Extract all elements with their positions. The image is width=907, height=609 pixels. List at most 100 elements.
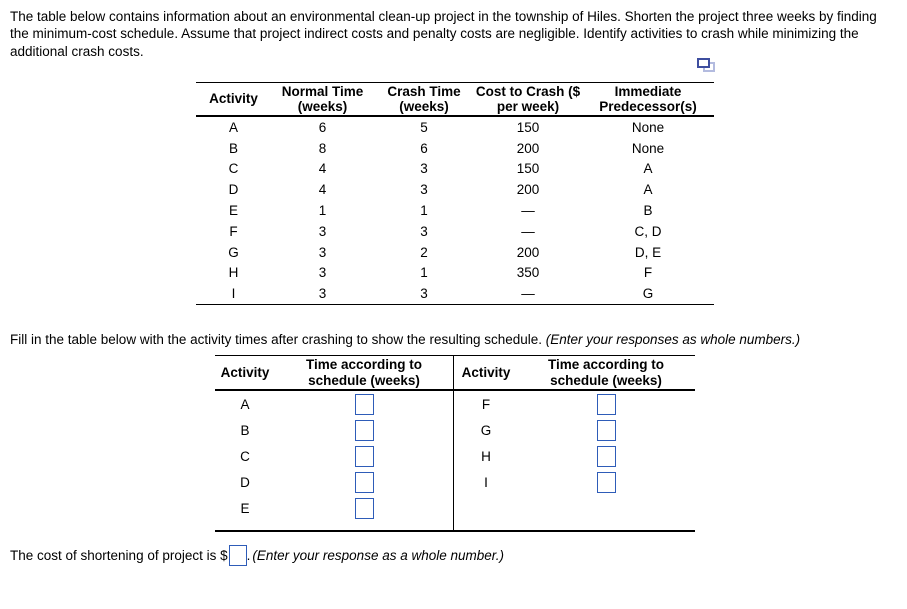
cell-crash-time: 1 xyxy=(420,203,428,219)
fill-instruction: Fill in the table below with the activit… xyxy=(10,331,899,348)
cell-cost: — xyxy=(521,223,535,239)
schedule-left-header-row: Activity Time according to schedule (wee… xyxy=(215,356,453,391)
cost-line-note: (Enter your response as a whole number.) xyxy=(252,548,505,563)
time-input-activity-e[interactable] xyxy=(354,497,374,519)
crash-data-table: Activity Normal Time (weeks) Crash Time … xyxy=(196,82,714,306)
table-row: B 8 6 200 None xyxy=(196,138,714,159)
cell-activity: H xyxy=(228,265,239,281)
table-row: A 6 5 150 None xyxy=(196,117,714,138)
cell-cost: 150 xyxy=(516,161,540,177)
cell-cost: 200 xyxy=(516,140,540,156)
table-row: B xyxy=(215,417,453,443)
cell-cost: — xyxy=(521,203,535,219)
schedule-right-header-row: Activity Time according to schedule (wee… xyxy=(454,356,695,391)
cell-predecessor: None xyxy=(631,119,665,135)
cell-activity: E xyxy=(240,500,250,516)
fill-instruction-text: Fill in the table below with the activit… xyxy=(10,332,546,347)
cell-normal-time: 3 xyxy=(318,223,327,239)
cell-crash-time: 3 xyxy=(420,161,428,177)
header-time-according-to-schedule: Time according to schedule (weeks) xyxy=(547,357,665,388)
cell-normal-time: 3 xyxy=(318,286,327,302)
cell-activity: A xyxy=(228,119,238,135)
cell-activity: D xyxy=(228,182,239,198)
cell-activity: F xyxy=(229,223,238,239)
cell-normal-time: 6 xyxy=(318,119,327,135)
cell-crash-time: 3 xyxy=(420,286,428,302)
table-row: H 3 1 350 F xyxy=(196,263,714,284)
cell-predecessor: F xyxy=(643,265,653,281)
schedule-table-left: Activity Time according to schedule (wee… xyxy=(215,356,453,530)
table-row: I xyxy=(454,469,695,495)
cell-activity: C xyxy=(240,448,250,464)
cell-predecessor: A xyxy=(643,161,653,177)
cell-crash-time: 1 xyxy=(420,265,428,281)
table-row: A xyxy=(215,391,453,417)
cell-predecessor: G xyxy=(642,286,654,302)
time-input-activity-g[interactable] xyxy=(596,419,616,441)
header-crash-time: Crash Time (weeks) xyxy=(387,83,461,115)
table-row: E xyxy=(215,495,453,521)
cell-crash-time: 5 xyxy=(420,119,428,135)
header-immediate-predecessors: Immediate Predecessor(s) xyxy=(599,83,697,115)
cell-predecessor: A xyxy=(643,182,653,198)
cell-activity: I xyxy=(484,474,488,490)
cell-cost: — xyxy=(521,286,535,302)
popout-icon-front-rect xyxy=(697,58,710,68)
popout-window-icon[interactable] xyxy=(697,58,716,74)
cell-crash-time: 6 xyxy=(420,140,428,156)
cell-predecessor: C, D xyxy=(634,223,662,239)
cost-line: The cost of shortening of project is $.(… xyxy=(10,545,504,566)
cell-activity: B xyxy=(240,422,250,438)
table-row: D 4 3 200 A xyxy=(196,179,714,200)
time-input-activity-f[interactable] xyxy=(596,393,616,415)
time-input-activity-a[interactable] xyxy=(354,393,374,415)
schedule-table-right: Activity Time according to schedule (wee… xyxy=(453,356,695,530)
table-row: I 3 3 — G xyxy=(196,283,714,304)
cell-cost: 350 xyxy=(516,265,540,281)
cell-cost: 200 xyxy=(516,182,540,198)
crash-table-header-row: Activity Normal Time (weeks) Crash Time … xyxy=(196,83,714,117)
header-time-according-to-schedule: Time according to schedule (weeks) xyxy=(305,357,423,388)
schedule-table: Activity Time according to schedule (wee… xyxy=(215,355,695,532)
table-row: F xyxy=(454,391,695,417)
header-cost-to-crash: Cost to Crash ($ per week) xyxy=(475,83,581,115)
fill-instruction-note: (Enter your responses as whole numbers.) xyxy=(545,332,801,347)
header-normal-time: Normal Time (weeks) xyxy=(281,83,364,115)
cell-crash-time: 3 xyxy=(420,182,428,198)
table-row: C xyxy=(215,443,453,469)
cell-activity: I xyxy=(231,286,236,302)
cost-line-prefix: The cost of shortening of project is $ xyxy=(10,548,228,563)
cell-normal-time: 8 xyxy=(318,140,327,156)
header-activity: Activity xyxy=(209,91,258,107)
cell-normal-time: 4 xyxy=(318,182,327,198)
intro-paragraph: The table below contains information abo… xyxy=(10,9,877,59)
cost-line-period: . xyxy=(246,548,251,563)
table-row: D xyxy=(215,469,453,495)
time-input-activity-h[interactable] xyxy=(596,445,616,467)
cell-predecessor: D, E xyxy=(634,244,662,260)
table-row: H xyxy=(454,443,695,469)
cell-normal-time: 1 xyxy=(318,203,327,219)
table-row: G xyxy=(454,417,695,443)
cell-activity: G xyxy=(480,422,492,438)
schedule-right-rows: F G H I xyxy=(454,391,695,504)
cell-activity: A xyxy=(240,396,250,412)
table-row: C 4 3 150 A xyxy=(196,159,714,180)
cost-input[interactable] xyxy=(228,545,247,566)
time-input-activity-d[interactable] xyxy=(354,471,374,493)
header-activity: Activity xyxy=(220,364,270,380)
cell-crash-time: 3 xyxy=(420,223,428,239)
table-row: E 1 1 — B xyxy=(196,200,714,221)
cell-normal-time: 4 xyxy=(318,161,327,177)
cell-predecessor: B xyxy=(643,203,653,219)
time-input-activity-i[interactable] xyxy=(596,471,616,493)
cell-cost: 200 xyxy=(516,244,540,260)
time-input-activity-b[interactable] xyxy=(354,419,374,441)
cell-activity: B xyxy=(228,140,238,156)
time-input-activity-c[interactable] xyxy=(354,445,374,467)
cell-normal-time: 3 xyxy=(318,265,327,281)
table-row: F 3 3 — C, D xyxy=(196,221,714,242)
cell-activity: F xyxy=(481,396,491,412)
cell-activity: E xyxy=(228,203,238,219)
cell-activity: D xyxy=(240,474,250,490)
